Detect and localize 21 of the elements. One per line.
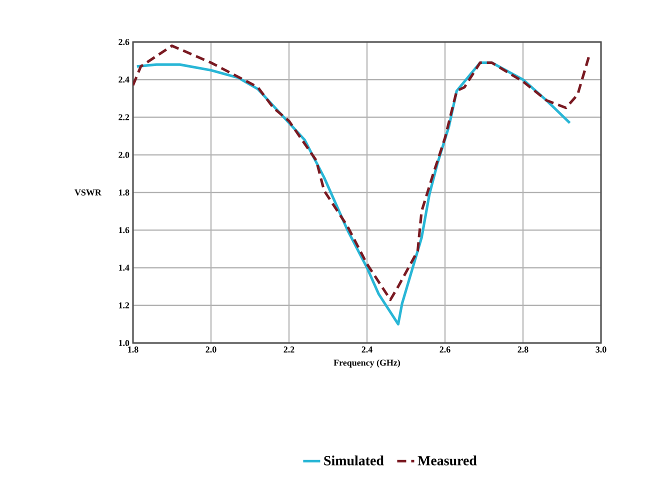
y-tick-label: 2.4 — [118, 76, 130, 83]
x-axis-title: Frequency (GHz) — [334, 359, 400, 368]
x-tick-label: 3.0 — [596, 346, 606, 353]
y-tick-label: 2.6 — [118, 38, 130, 46]
y-tick-label: 1.4 — [118, 264, 130, 271]
legend-label: Simulated — [324, 456, 384, 466]
x-tick-label: 2.0 — [206, 346, 216, 353]
x-tick-label: 2.4 — [362, 346, 372, 353]
y-axis-title: VSWR — [74, 189, 102, 196]
y-tick-label: 2.2 — [118, 114, 130, 120]
y-tick-label: 1.2 — [118, 302, 130, 308]
x-tick-label: 2.8 — [518, 346, 528, 353]
legend-label: Measured — [418, 456, 477, 466]
y-tick-label: 1.0 — [118, 340, 130, 346]
x-tick-label: 2.6 — [440, 346, 450, 353]
line-series — [133, 44, 591, 302]
y-tick-label: 1.6 — [118, 227, 130, 234]
y-tick-label: 1.8 — [118, 189, 130, 196]
y-tick-label: 2.0 — [118, 152, 130, 158]
x-tick-label: 2.2 — [284, 346, 294, 353]
x-tick-label: 1.8 — [128, 346, 138, 353]
